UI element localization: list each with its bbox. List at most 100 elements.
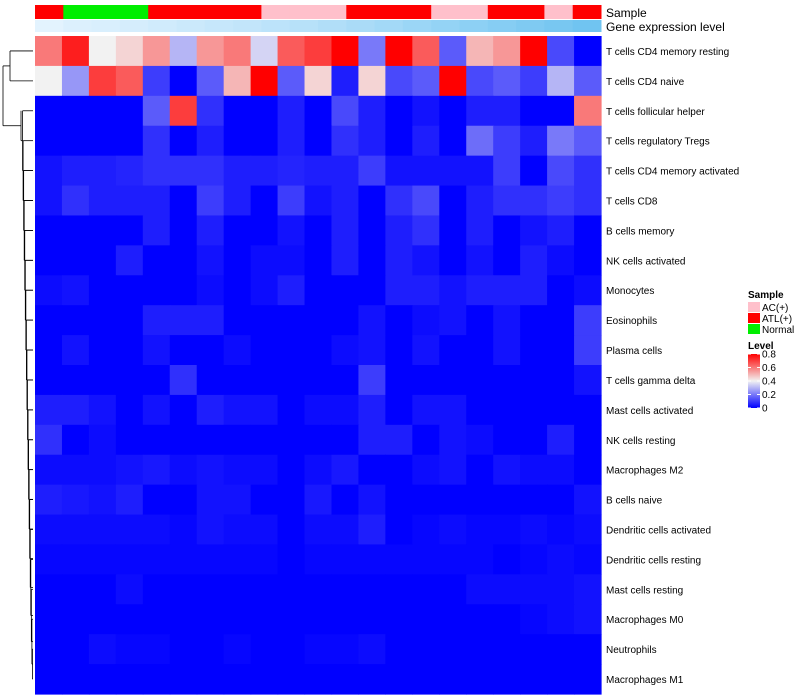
heatmap-cell (115, 185, 144, 217)
heatmap-cell (196, 95, 225, 127)
heatmap-cell (547, 454, 575, 486)
heatmap-cell (115, 365, 144, 396)
gene-expression-annotation-cell (233, 20, 262, 32)
heatmap-cell (277, 305, 306, 336)
heatmap-cell (169, 36, 198, 67)
sample-annotation-cell (176, 5, 206, 19)
heatmap-cell (35, 484, 63, 516)
row-label: Dendritic cells resting (606, 555, 701, 566)
heatmap-cell (358, 245, 386, 276)
heatmap-cell (439, 185, 467, 217)
heatmap-cell (331, 125, 360, 157)
heatmap-cell (61, 215, 90, 246)
heatmap-cell (358, 305, 386, 336)
level-tick-label: 0 (762, 404, 768, 415)
gene-expression-annotation-cell (544, 20, 574, 32)
heatmap-cell (466, 155, 494, 187)
heatmap-cell (223, 125, 252, 157)
heatmap-cell (385, 65, 413, 97)
heatmap-cell (358, 484, 386, 516)
heatmap-cell (115, 36, 144, 67)
heatmap-cell (250, 664, 279, 695)
heatmap-cell (196, 664, 225, 695)
heatmap-cell (250, 215, 279, 246)
heatmap-cell (88, 574, 117, 605)
heatmap-cell (304, 394, 333, 426)
heatmap-cell (466, 275, 494, 306)
heatmap-cell (331, 514, 360, 546)
heatmap-cell (493, 394, 521, 426)
heatmap-cell (520, 215, 548, 246)
heatmap-cell (196, 574, 225, 605)
row-label: Dendritic cells activated (606, 526, 711, 537)
heatmap-cell (331, 484, 360, 516)
heatmap-cell (412, 544, 440, 575)
heatmap-cell (115, 484, 144, 516)
heatmap-cell (493, 604, 521, 635)
heatmap-cell (169, 544, 198, 575)
heatmap-cell (142, 454, 171, 486)
heatmap-cell (412, 185, 440, 217)
row-label: Monocytes (606, 286, 654, 297)
heatmap-cell (547, 185, 575, 217)
heatmap-cell (115, 634, 144, 665)
heatmap-cell (250, 305, 279, 336)
heatmap-cell (574, 664, 602, 695)
heatmap-cell (385, 454, 413, 486)
gene-expression-annotation-cell (148, 20, 177, 32)
heatmap-cell (115, 95, 144, 127)
level-tick-label: 0.2 (762, 390, 776, 401)
heatmap-cell (358, 155, 386, 187)
heatmap-cell (277, 484, 306, 516)
heatmap-cell (277, 95, 306, 127)
heatmap-cell (142, 574, 171, 605)
heatmap-cell (169, 514, 198, 546)
heatmap-cell (223, 335, 252, 366)
heatmap-cell (466, 664, 494, 695)
heatmap-cell (196, 215, 225, 246)
heatmap-cell (115, 514, 144, 546)
heatmap-cell (358, 574, 386, 605)
gene-expression-annotation-cell (402, 20, 432, 32)
heatmap-cell (196, 155, 225, 187)
heatmap-cell (223, 424, 252, 456)
heatmap-cell (61, 185, 90, 217)
heatmap-cell (331, 155, 360, 187)
heatmap-cell (88, 185, 117, 217)
heatmap-cell (304, 305, 333, 336)
heatmap-cell (61, 514, 90, 546)
heatmap-cell (115, 574, 144, 605)
heatmap-cell (223, 514, 252, 546)
row-label: T cells follicular helper (606, 107, 705, 118)
sample-legend-swatch (748, 313, 760, 323)
heatmap-cell (331, 65, 360, 97)
heatmap-cell (304, 215, 333, 246)
heatmap-cell (196, 424, 225, 456)
heatmap-cell (142, 125, 171, 157)
heatmap-cell (277, 574, 306, 605)
heatmap-cell (169, 185, 198, 217)
heatmap-cell (250, 245, 279, 276)
heatmap-cell (277, 215, 306, 246)
heatmap-cell (61, 394, 90, 426)
heatmap-cell (493, 574, 521, 605)
heatmap-cell (196, 634, 225, 665)
heatmap-cell (439, 574, 467, 605)
heatmap-cell (439, 95, 467, 127)
heatmap-cell (574, 125, 602, 157)
heatmap-cell (250, 604, 279, 635)
sample-annotation-cell (374, 5, 404, 19)
heatmap-cell (439, 155, 467, 187)
heatmap-cell (223, 664, 252, 695)
heatmap-cell (331, 634, 360, 665)
heatmap-cell (142, 305, 171, 336)
heatmap-cell (169, 424, 198, 456)
heatmap-cell (196, 604, 225, 635)
heatmap-cell (331, 275, 360, 306)
heatmap-cell (385, 634, 413, 665)
legend: Sample AC(+)ATL(+)Normal Level 0.8 0.6 0.4… (748, 290, 794, 415)
heatmap-cell (223, 65, 252, 97)
gene-expression-annotation-cell (431, 20, 460, 32)
sample-legend-swatch (748, 324, 760, 334)
heatmap-cell (439, 544, 467, 575)
